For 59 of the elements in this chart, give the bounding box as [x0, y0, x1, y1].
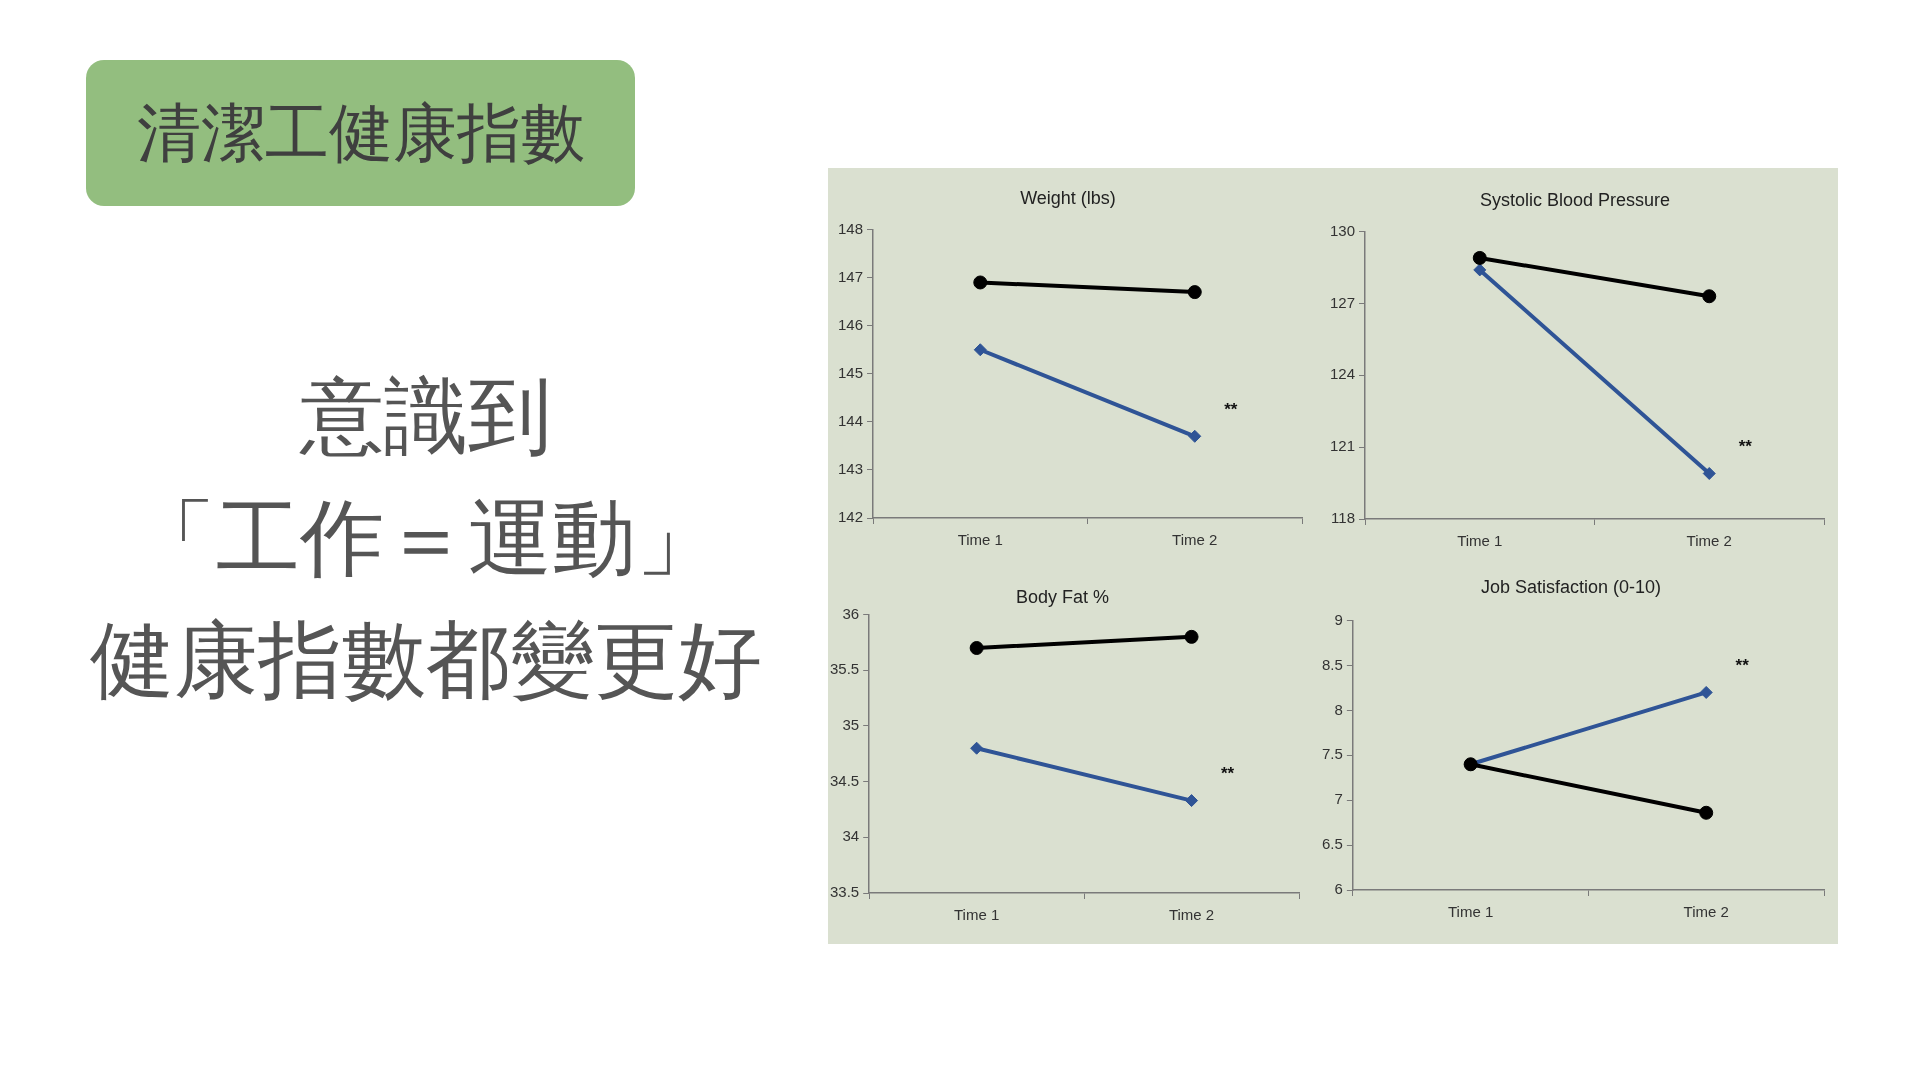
point — [969, 641, 984, 656]
point — [1702, 289, 1717, 304]
x-tick-label: Time 2 — [1172, 531, 1218, 549]
x-tick-label: Time 1 — [1457, 532, 1503, 550]
y-tick-label: 7.5 — [1321, 745, 1343, 763]
annotation: ** — [1735, 656, 1750, 676]
chart-title: Body Fat % — [1015, 586, 1110, 607]
point — [1188, 429, 1202, 443]
point — [1185, 794, 1199, 808]
y-tick-label: 130 — [1330, 221, 1356, 239]
text: 健康指數都變更好 — [89, 610, 763, 711]
y-tick-label: 36 — [842, 604, 860, 622]
y-tick-label: 34 — [842, 827, 860, 845]
y-tick-label: 33.5 — [829, 883, 860, 901]
y-tick-label: 148 — [838, 219, 864, 237]
x-tick-label: Time 2 — [1168, 906, 1215, 924]
y-tick-label: 34.5 — [829, 771, 860, 789]
point — [1699, 805, 1714, 820]
chart-title: Job Satisfaction (0-10) — [1480, 576, 1662, 597]
point — [1699, 685, 1713, 699]
y-tick-label: 7 — [1334, 790, 1343, 808]
y-tick-label: 127 — [1330, 293, 1356, 311]
point — [1187, 285, 1202, 300]
x-tick-label: Time 2 — [1686, 532, 1732, 550]
x-tick-label: Time 1 — [1447, 903, 1494, 921]
chart-title: Systolic Blood Pressure — [1479, 189, 1671, 210]
y-tick-label: 8 — [1334, 700, 1343, 718]
y-tick-label: 144 — [838, 412, 864, 430]
annotation: ** — [1224, 399, 1238, 419]
y-tick-label: 8.5 — [1321, 655, 1343, 673]
y-tick-label: 9 — [1334, 610, 1343, 628]
point — [1184, 629, 1199, 644]
text: 意識到 — [298, 366, 553, 467]
text: 「工作＝運動」 — [131, 488, 721, 589]
annotation: ** — [1738, 437, 1753, 457]
x-tick-label: Time 2 — [1683, 903, 1729, 921]
y-tick-label: 145 — [838, 363, 864, 381]
point — [970, 741, 984, 755]
point — [1702, 467, 1716, 480]
point — [973, 343, 987, 357]
point — [1473, 263, 1487, 277]
y-tick-label: 124 — [1330, 365, 1356, 383]
y-tick-label: 142 — [838, 508, 864, 526]
y-tick-label: 35.5 — [829, 660, 860, 678]
y-tick-label: 121 — [1330, 437, 1356, 455]
annotation: ** — [1220, 764, 1235, 784]
y-tick-label: 146 — [838, 315, 864, 333]
y-tick-label: 118 — [1331, 509, 1356, 527]
y-tick-label: 147 — [838, 267, 864, 285]
x-tick-label: Time 1 — [954, 906, 1000, 924]
point — [973, 275, 988, 290]
y-tick-label: 35 — [842, 716, 860, 734]
x-tick-label: Time 1 — [957, 531, 1003, 549]
y-tick-label: 143 — [838, 460, 864, 478]
y-tick-label: 6.5 — [1321, 835, 1343, 853]
point — [1472, 250, 1487, 265]
y-tick-label: 6 — [1334, 880, 1343, 898]
text: 清潔工健康指數 — [86, 60, 635, 206]
chart-title: Weight (lbs) — [1020, 187, 1116, 208]
